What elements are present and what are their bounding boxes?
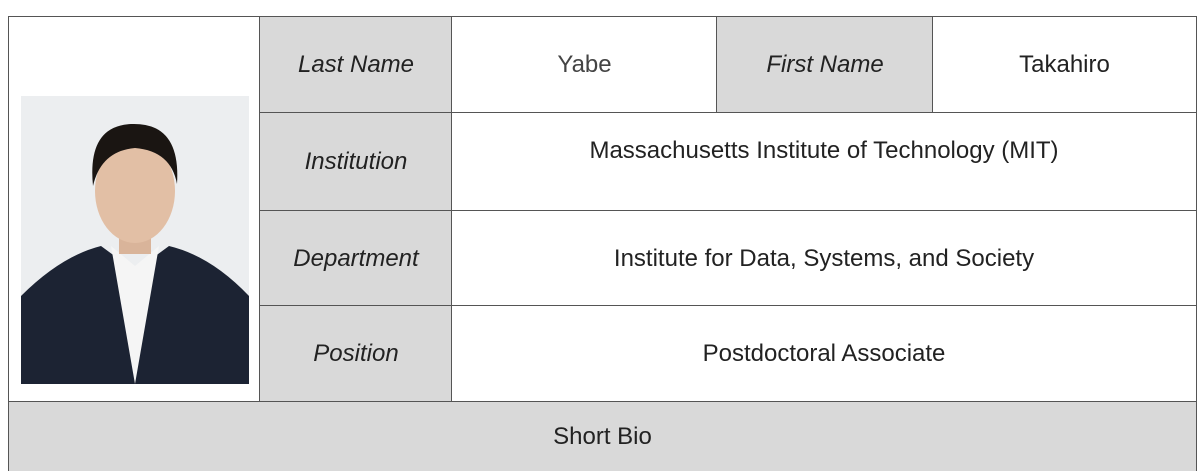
bio-header: Short Bio — [8, 401, 1197, 471]
label-cell: Department — [259, 210, 452, 306]
value-cell: Postdoctoral Associate — [451, 305, 1197, 402]
value-cell: Institute for Data, Systems, and Society — [451, 210, 1197, 306]
photo — [21, 96, 249, 384]
photo-cell — [8, 16, 260, 402]
label-cell: Last Name — [259, 16, 452, 113]
label-cell: First Name — [716, 16, 933, 113]
value-cell: Massachusetts Institute of Technology (M… — [451, 112, 1197, 211]
label-cell: Position — [259, 305, 452, 402]
value-cell: Takahiro — [932, 16, 1197, 113]
label-cell: Institution — [259, 112, 452, 211]
value-cell: Yabe — [451, 16, 717, 113]
